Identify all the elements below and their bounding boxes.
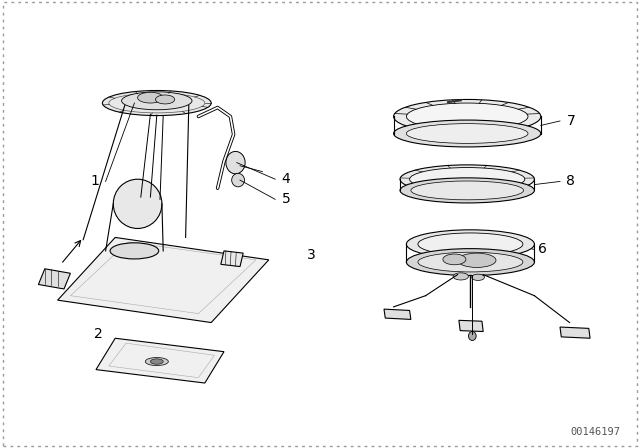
Ellipse shape	[468, 332, 476, 340]
Text: 3: 3	[307, 248, 316, 263]
Ellipse shape	[406, 230, 534, 258]
Ellipse shape	[406, 124, 528, 143]
Polygon shape	[560, 327, 590, 338]
Ellipse shape	[400, 178, 534, 203]
Ellipse shape	[138, 92, 163, 103]
Ellipse shape	[156, 95, 175, 104]
Text: 4: 4	[282, 172, 291, 186]
Ellipse shape	[453, 273, 468, 280]
Ellipse shape	[394, 99, 541, 134]
Text: 8: 8	[566, 174, 575, 189]
Polygon shape	[459, 320, 483, 332]
Polygon shape	[58, 237, 269, 323]
Ellipse shape	[406, 249, 534, 276]
Ellipse shape	[443, 254, 466, 265]
Ellipse shape	[394, 120, 541, 147]
Text: 1: 1	[90, 174, 99, 189]
Ellipse shape	[406, 103, 528, 130]
Polygon shape	[96, 338, 224, 383]
Ellipse shape	[145, 358, 168, 366]
Ellipse shape	[418, 233, 523, 255]
Ellipse shape	[226, 151, 245, 174]
Polygon shape	[384, 309, 411, 319]
Polygon shape	[38, 269, 70, 289]
Text: 6: 6	[538, 241, 547, 256]
Ellipse shape	[472, 274, 484, 280]
Text: 5: 5	[282, 192, 291, 207]
Ellipse shape	[400, 165, 534, 194]
Ellipse shape	[411, 181, 524, 200]
Text: 2: 2	[93, 327, 102, 341]
Ellipse shape	[232, 173, 244, 187]
Ellipse shape	[150, 359, 163, 364]
Ellipse shape	[122, 92, 192, 110]
Text: 00146197: 00146197	[571, 427, 621, 437]
Ellipse shape	[458, 253, 496, 267]
Ellipse shape	[410, 168, 525, 191]
Ellipse shape	[110, 243, 159, 259]
Ellipse shape	[102, 90, 211, 116]
Polygon shape	[221, 251, 243, 267]
Ellipse shape	[113, 179, 162, 228]
Ellipse shape	[418, 252, 523, 272]
Text: 7: 7	[566, 114, 575, 128]
